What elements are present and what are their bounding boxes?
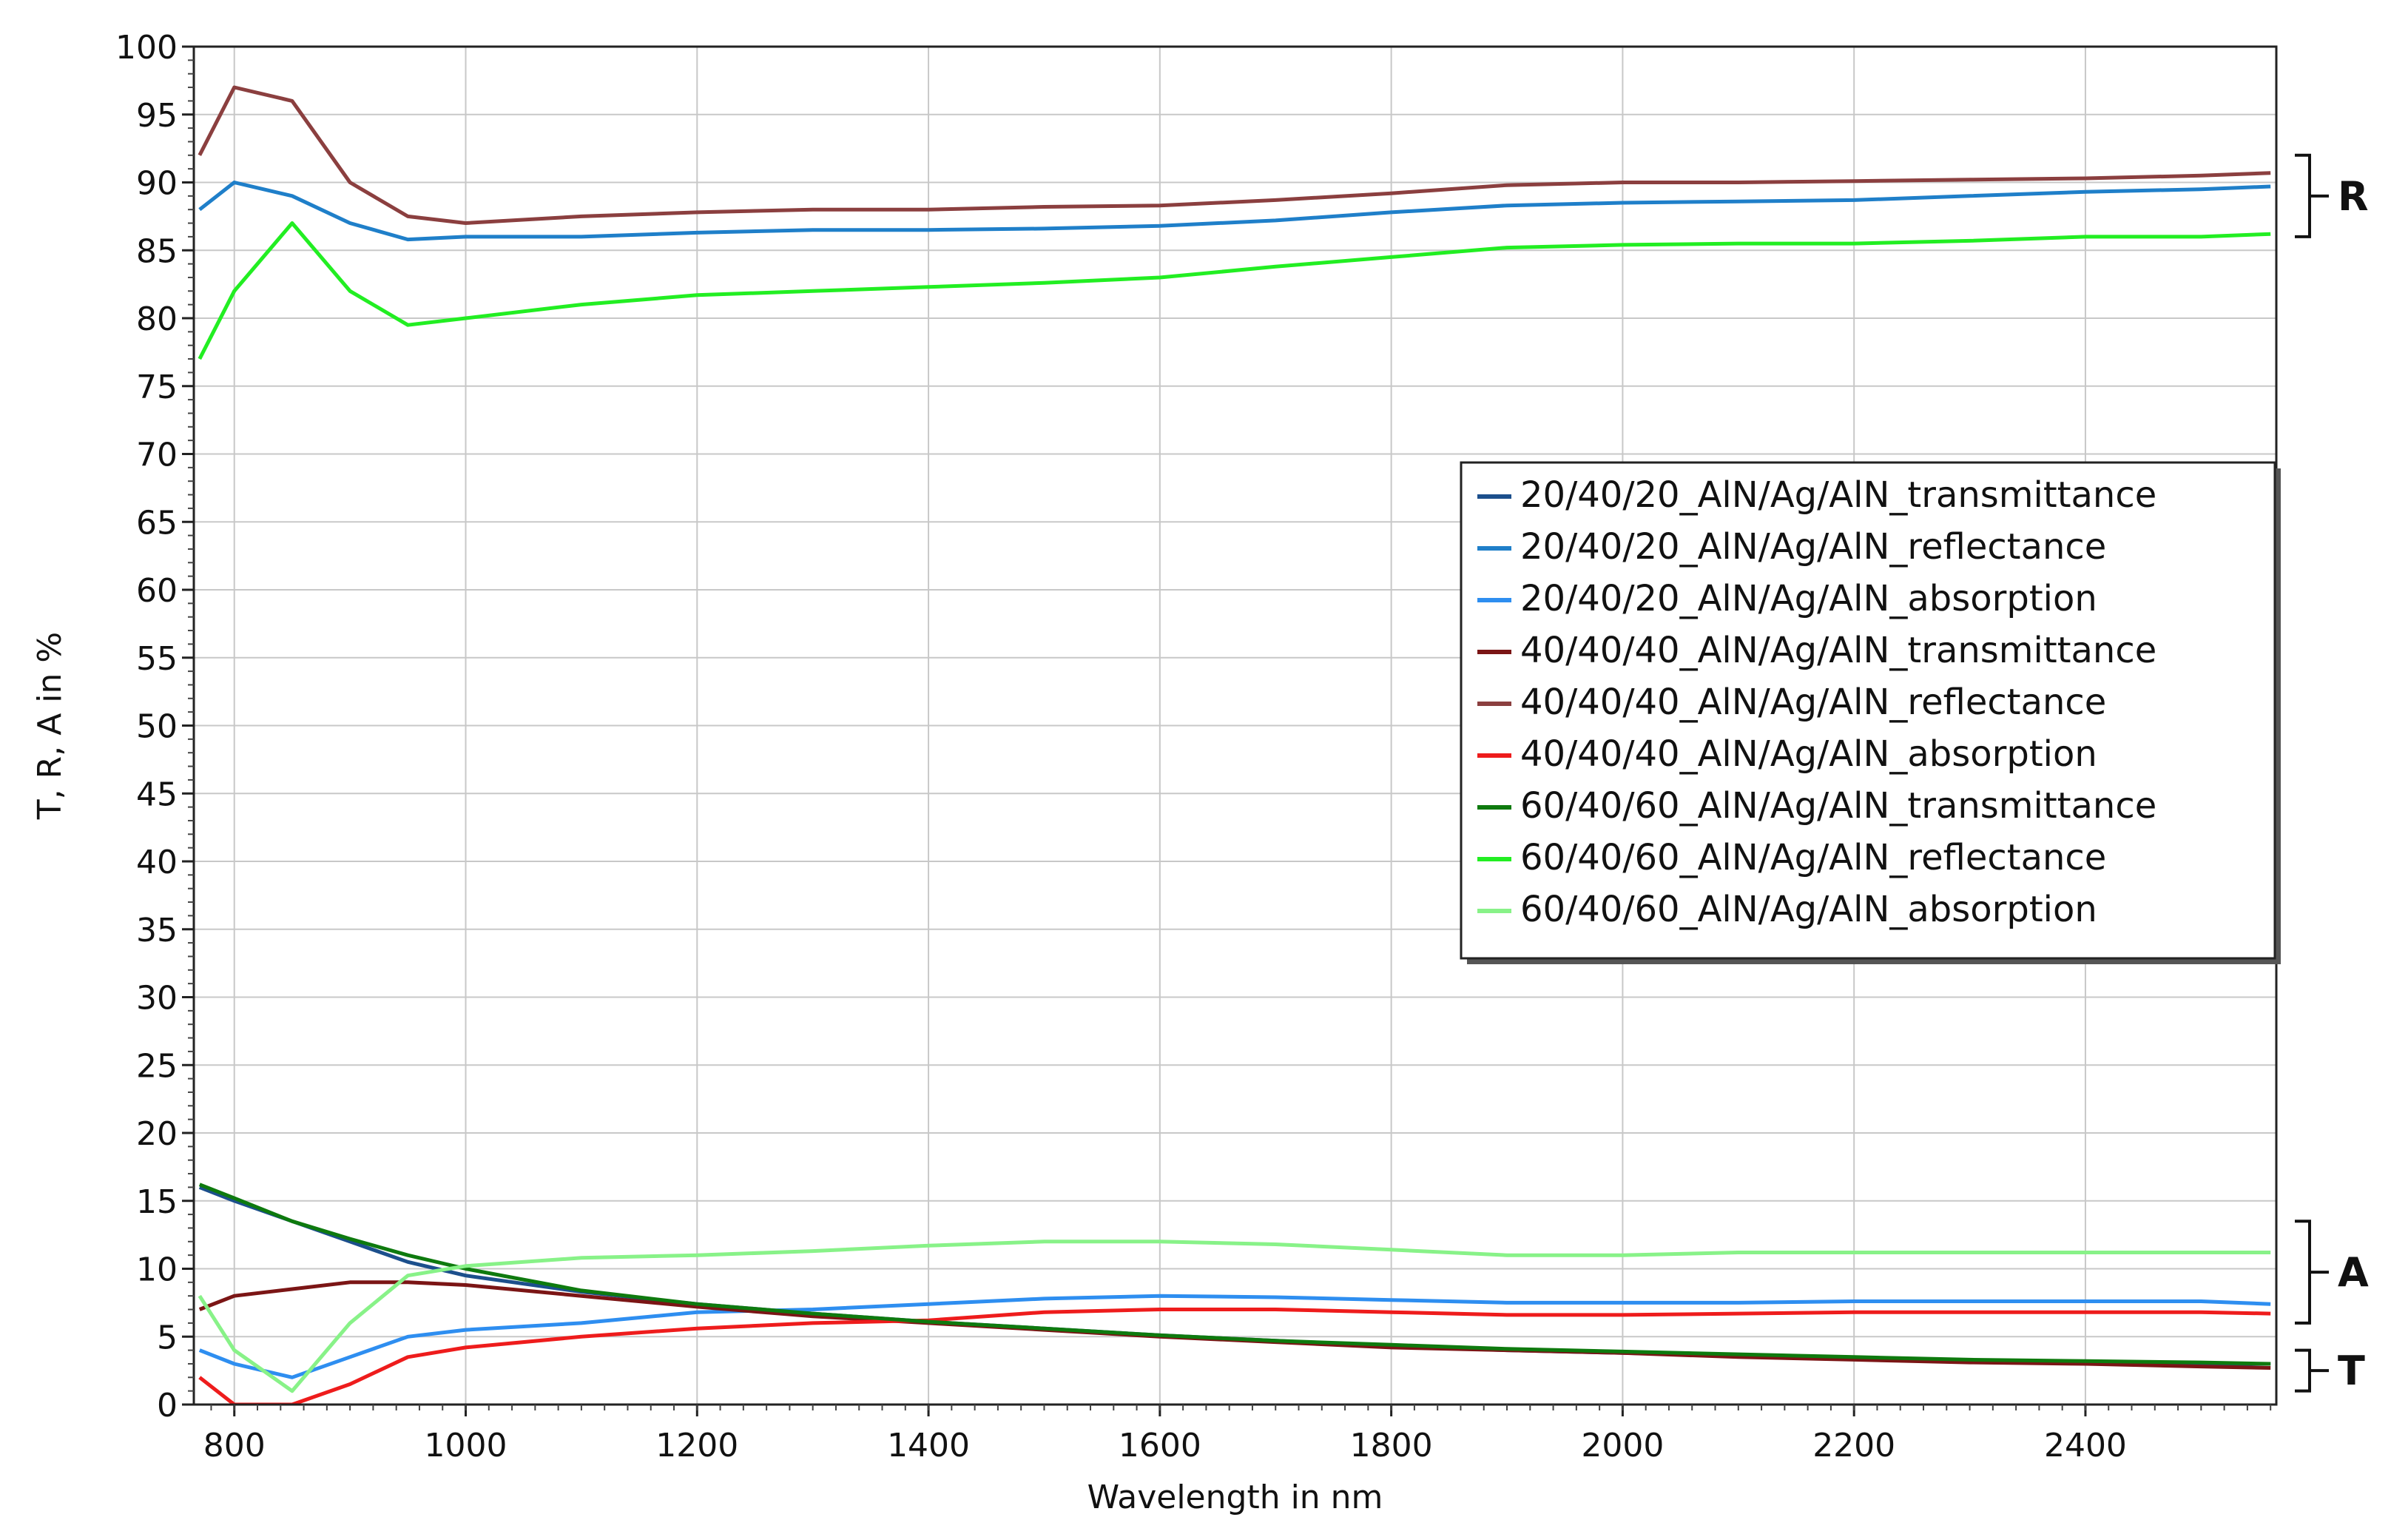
y-tick-label: 100: [115, 29, 178, 67]
y-tick-label: 80: [136, 300, 178, 338]
x-tick-label: 2400: [2044, 1427, 2127, 1464]
y-tick-label: 30: [136, 980, 178, 1018]
y-tick-label: 0: [157, 1387, 178, 1425]
series-line-5: [198, 85, 2271, 225]
y-tick-label: 25: [136, 1047, 178, 1085]
y-tick-label: 45: [136, 776, 178, 813]
axis-ticks: 800 1000 1200 1400 1600 1800 2000 2200 2400 0 5 10 1…: [115, 29, 2272, 1464]
y-tick-label: 50: [136, 708, 178, 746]
x-tick-label: 1400: [887, 1427, 970, 1464]
legend-entry: 40/40/40_AlN/Ag/AlN_transmittance: [1520, 630, 2156, 671]
y-tick-label: 95: [136, 97, 178, 135]
legend-entry: 40/40/40_AlN/Ag/AlN_absorption: [1520, 733, 2097, 775]
y-axis-title: T, R, A in %: [31, 632, 69, 820]
y-tick-label: 75: [136, 369, 178, 406]
x-tick-label: 1600: [1119, 1427, 1201, 1464]
series-lines: [198, 85, 2271, 1405]
y-tick-label: 60: [136, 572, 178, 610]
x-tick-label: 1000: [425, 1427, 507, 1464]
x-tick-label: 1800: [1350, 1427, 1433, 1464]
y-tick-label: 15: [136, 1183, 178, 1221]
y-tick-label: 85: [136, 232, 178, 270]
x-tick-label: 1200: [655, 1427, 738, 1464]
bracket-label: R: [2338, 173, 2369, 220]
legend: 20/40/20_AlN/Ag/AlN_transmittance 20/40/2…: [1460, 461, 2281, 964]
bracket-label: A: [2338, 1249, 2369, 1296]
legend-entry: 60/40/60_AlN/Ag/AlN_transmittance: [1520, 785, 2156, 827]
legend-entry: 20/40/20_AlN/Ag/AlN_reflectance: [1520, 526, 2106, 568]
range-bracket: [2295, 1348, 2329, 1393]
x-tick-label: 2200: [1812, 1427, 1895, 1464]
legend-entry: 20/40/20_AlN/Ag/AlN_transmittance: [1520, 474, 2156, 516]
legend-entry: 60/40/60_AlN/Ag/AlN_absorption: [1520, 889, 2097, 930]
y-tick-label: 20: [136, 1115, 178, 1153]
x-axis-title: Wavelength in nm: [1087, 1479, 1383, 1516]
x-tick-label: 800: [203, 1427, 266, 1464]
y-tick-label: 5: [157, 1319, 178, 1356]
y-tick-label: 70: [136, 437, 178, 474]
y-tick-label: 35: [136, 912, 178, 949]
y-tick-label: 40: [136, 844, 178, 881]
y-tick-label: 90: [136, 165, 178, 203]
series-line-8: [198, 221, 2271, 360]
legend-entry: 60/40/60_AlN/Ag/AlN_reflectance: [1520, 837, 2106, 878]
legend-entry: 40/40/40_AlN/Ag/AlN_reflectance: [1520, 682, 2106, 723]
series-line-7: [198, 1183, 2271, 1366]
y-tick-label: 55: [136, 640, 178, 678]
x-tick-label: 2000: [1581, 1427, 1664, 1464]
legend-box: [1460, 461, 2276, 960]
range-bracket: [2295, 153, 2329, 238]
range-bracket: [2295, 1220, 2329, 1325]
y-tick-label: 65: [136, 504, 178, 542]
bracket-label: T: [2338, 1348, 2365, 1394]
range-brackets: R A T: [2295, 153, 2369, 1394]
legend-entry: 20/40/20_AlN/Ag/AlN_absorption: [1520, 578, 2097, 619]
series-line-6: [198, 1308, 2271, 1405]
y-tick-label: 10: [136, 1251, 178, 1289]
series-line-2: [198, 181, 2271, 242]
series-line-3: [198, 1294, 2271, 1379]
series-line-9: [198, 1240, 2271, 1393]
